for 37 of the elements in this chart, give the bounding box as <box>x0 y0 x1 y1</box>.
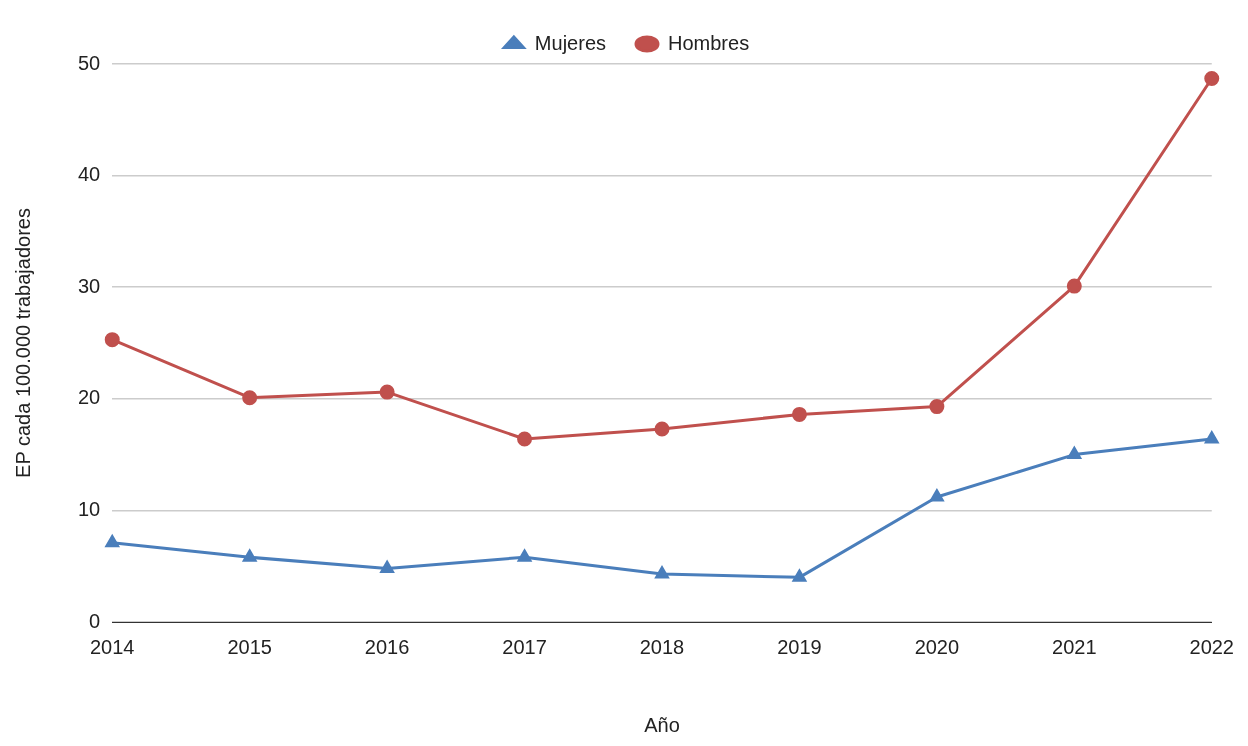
point <box>654 421 670 437</box>
x-tick-label: 2019 <box>777 635 822 658</box>
y-tick-label: 40 <box>78 163 101 186</box>
point <box>791 406 807 422</box>
y-tick-label: 10 <box>78 497 101 520</box>
point <box>655 566 669 579</box>
point <box>930 489 944 502</box>
point <box>379 384 395 400</box>
legend-label: Mujeres <box>534 31 607 54</box>
x-tick-label: 2021 <box>1052 635 1097 658</box>
point <box>1066 278 1082 294</box>
point <box>517 431 533 447</box>
point <box>1205 431 1219 444</box>
point <box>380 560 394 573</box>
x-tick-label: 2022 <box>1189 635 1234 658</box>
point <box>104 332 120 348</box>
point <box>517 549 532 562</box>
x-tick-label: 2018 <box>639 635 685 658</box>
x-axis-title: Año <box>644 713 680 736</box>
x-tick-label: 2016 <box>364 635 410 658</box>
legend-label: Hombres <box>668 31 750 54</box>
x-tick-label: 2017 <box>502 635 547 658</box>
y-tick-label: 50 <box>78 51 101 74</box>
y-tick-label: 30 <box>78 274 101 297</box>
point <box>1067 447 1082 460</box>
y-tick-label: 20 <box>78 386 101 409</box>
x-tick-label: 2015 <box>227 635 272 658</box>
point <box>1204 71 1220 87</box>
y-tick-label: 0 <box>89 609 101 632</box>
point <box>105 535 119 548</box>
y-axis-title: EP cada 100.000 trabajadores <box>11 208 34 478</box>
point <box>242 390 258 406</box>
x-tick-label: 2014 <box>90 635 135 658</box>
point <box>792 569 807 582</box>
x-tick-label: 2020 <box>914 635 960 658</box>
point <box>242 549 257 562</box>
point <box>929 399 945 415</box>
